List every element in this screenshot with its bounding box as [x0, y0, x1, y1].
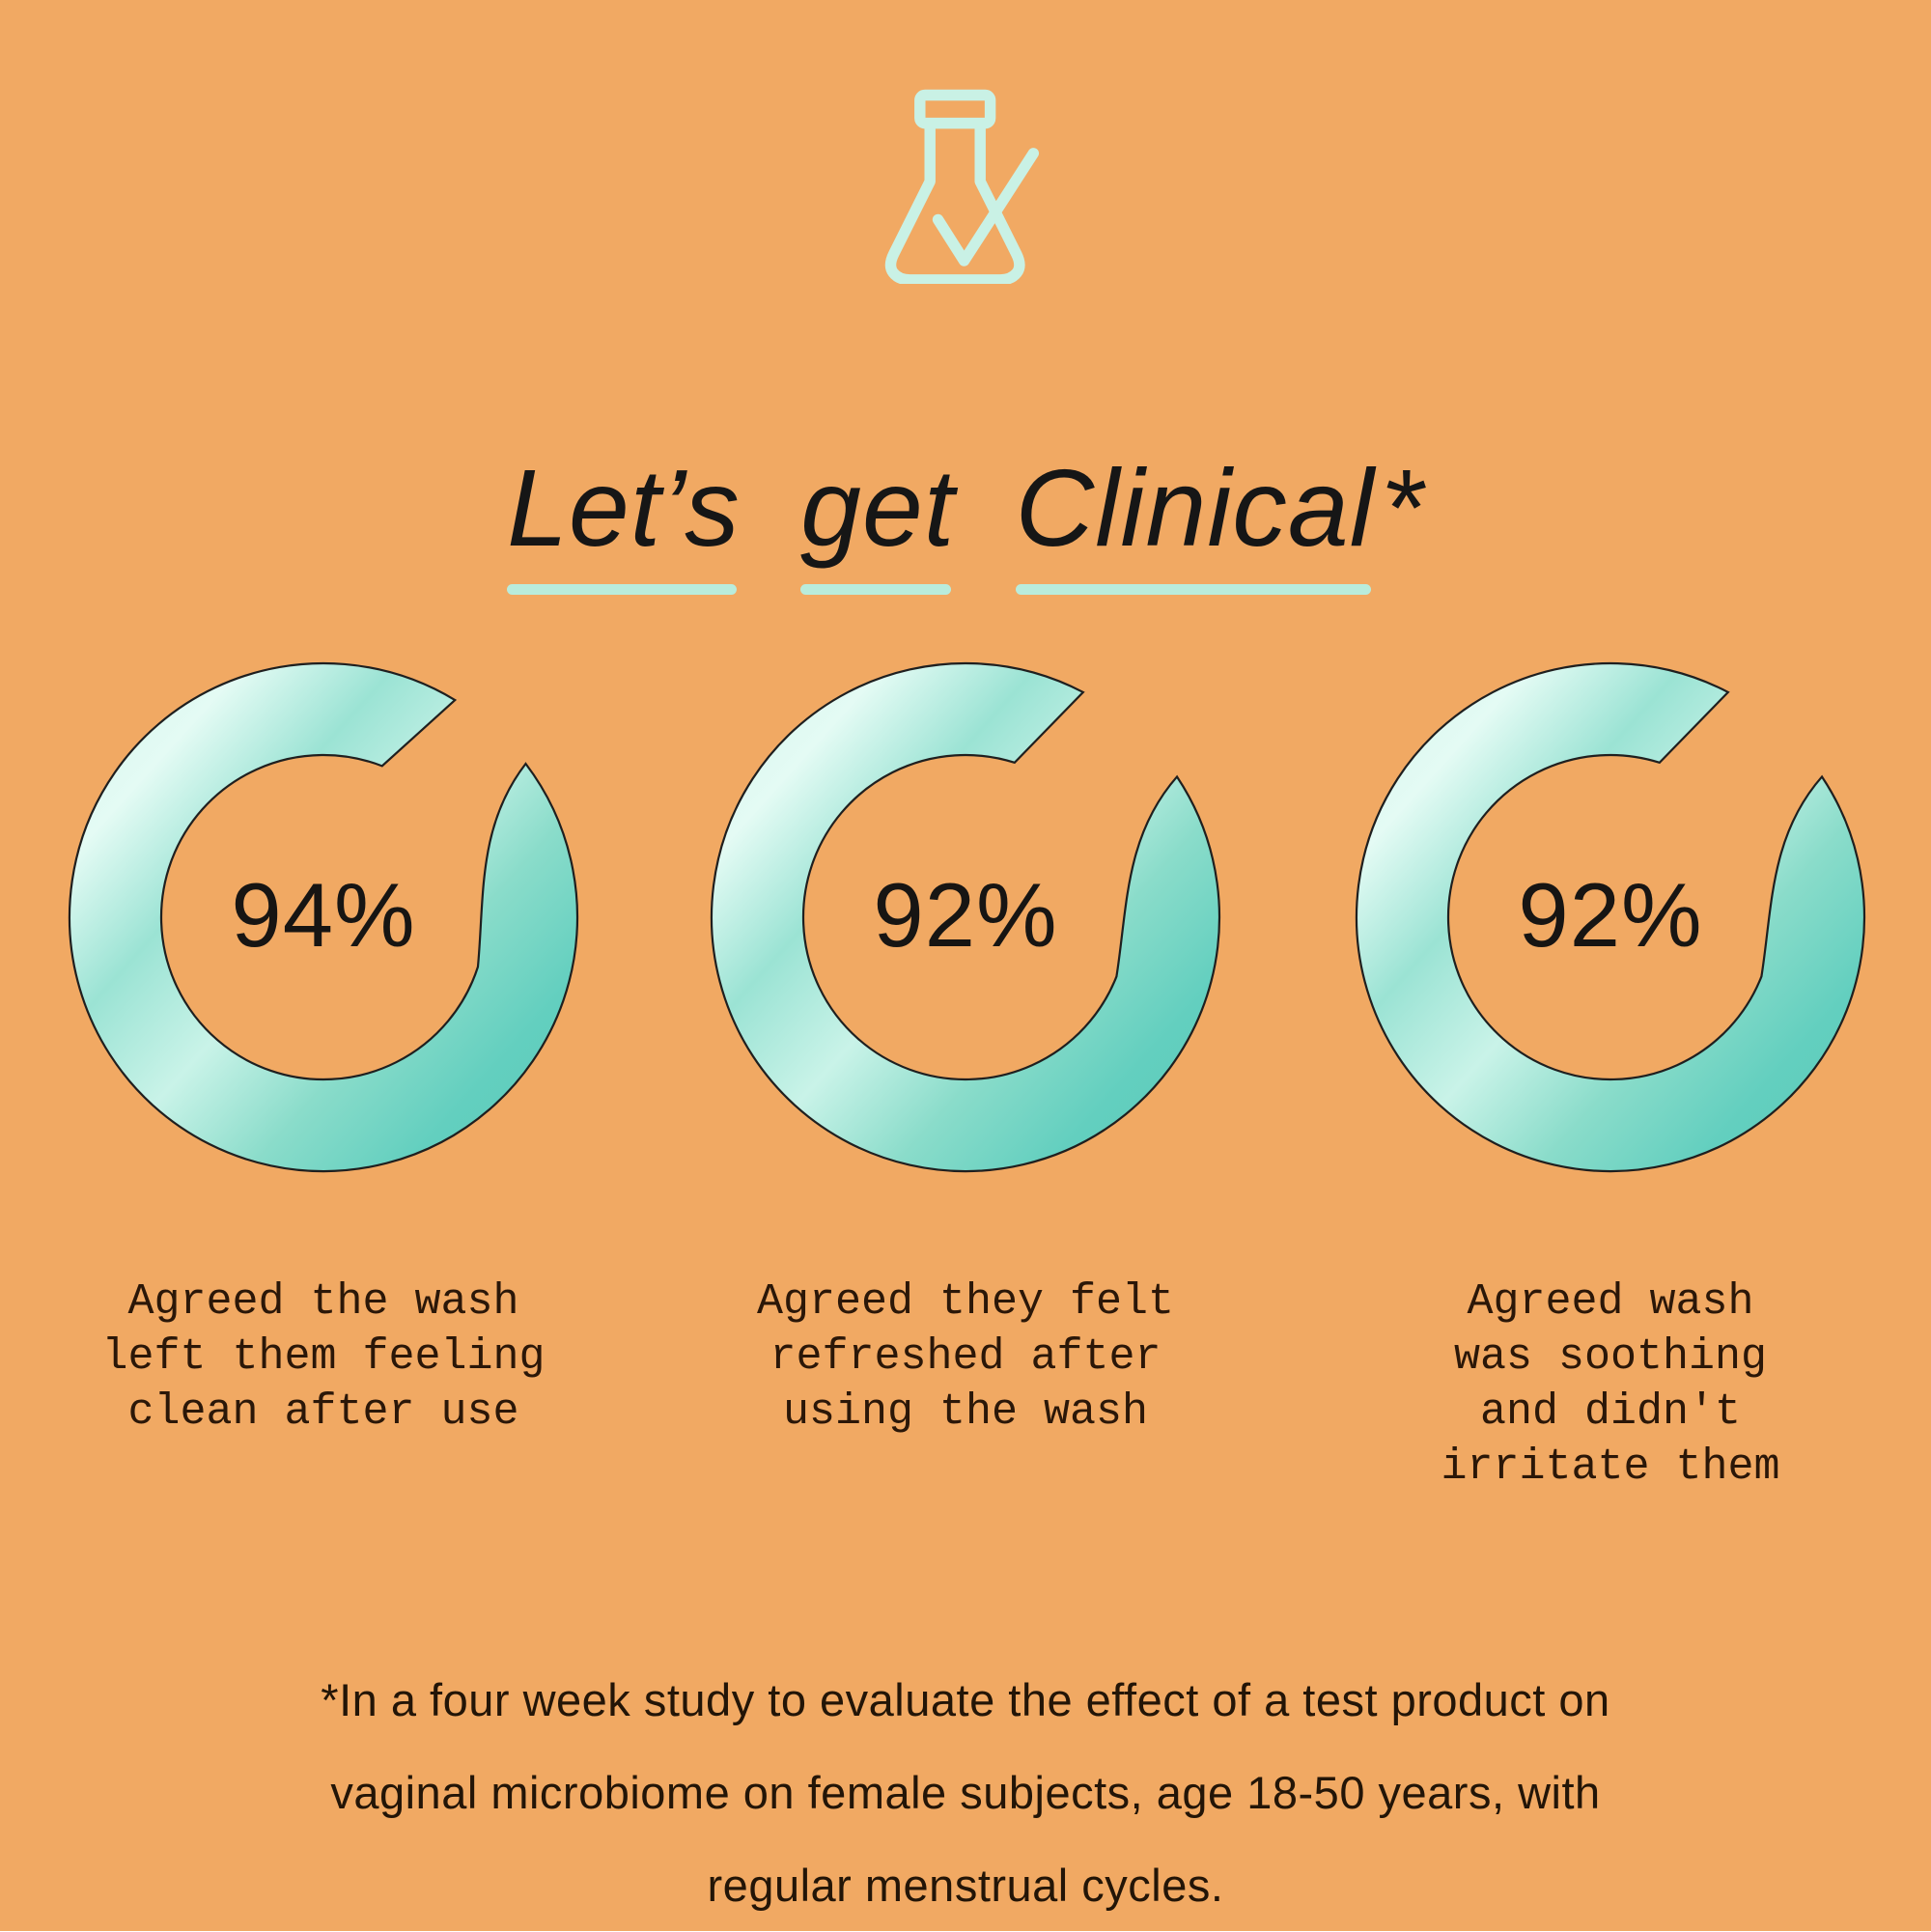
donut-ring — [1355, 661, 1866, 1173]
donut-percent-label: 92% — [1518, 863, 1703, 966]
donut-ring — [68, 661, 579, 1173]
flask-rim — [914, 89, 996, 129]
donut-chart-1: 94% — [63, 657, 584, 1178]
donut-percent-label: 92% — [873, 863, 1058, 966]
donut-chart-2: 92% — [705, 657, 1226, 1178]
stat-caption: Agreed the wash left them feeling clean … — [101, 1277, 546, 1438]
page-title: Let’s get Clinical* — [0, 446, 1931, 595]
flask-icon-strokes — [884, 89, 1040, 284]
donut-ring — [710, 661, 1221, 1173]
title-word-clinical: Clinical — [1015, 446, 1375, 595]
stat-caption: Agreed they felt refreshed after using t… — [756, 1277, 1175, 1438]
stat-caption: Agreed wash was soothing and didn't irri… — [1441, 1277, 1780, 1493]
stat-column-2: 92% Agreed they felt refreshed after usi… — [666, 657, 1265, 1440]
study-footnote: *In a four week study to evaluate the ef… — [321, 1674, 1610, 1911]
stat-column-1: 94% Agreed the wash left them feeling cl… — [24, 657, 623, 1440]
title-asterisk: * — [1380, 446, 1424, 569]
stat-column-3: 92% Agreed wash was soothing and didn't … — [1311, 657, 1910, 1496]
title-word-lets: Let’s — [507, 446, 741, 595]
flask-check-icon — [881, 83, 1070, 284]
checkmark-icon — [932, 148, 1040, 266]
donut-chart-3: 92% — [1350, 657, 1871, 1178]
title-word-get: get — [800, 446, 955, 595]
donut-percent-label: 94% — [231, 863, 416, 966]
flask-body — [884, 123, 1025, 284]
